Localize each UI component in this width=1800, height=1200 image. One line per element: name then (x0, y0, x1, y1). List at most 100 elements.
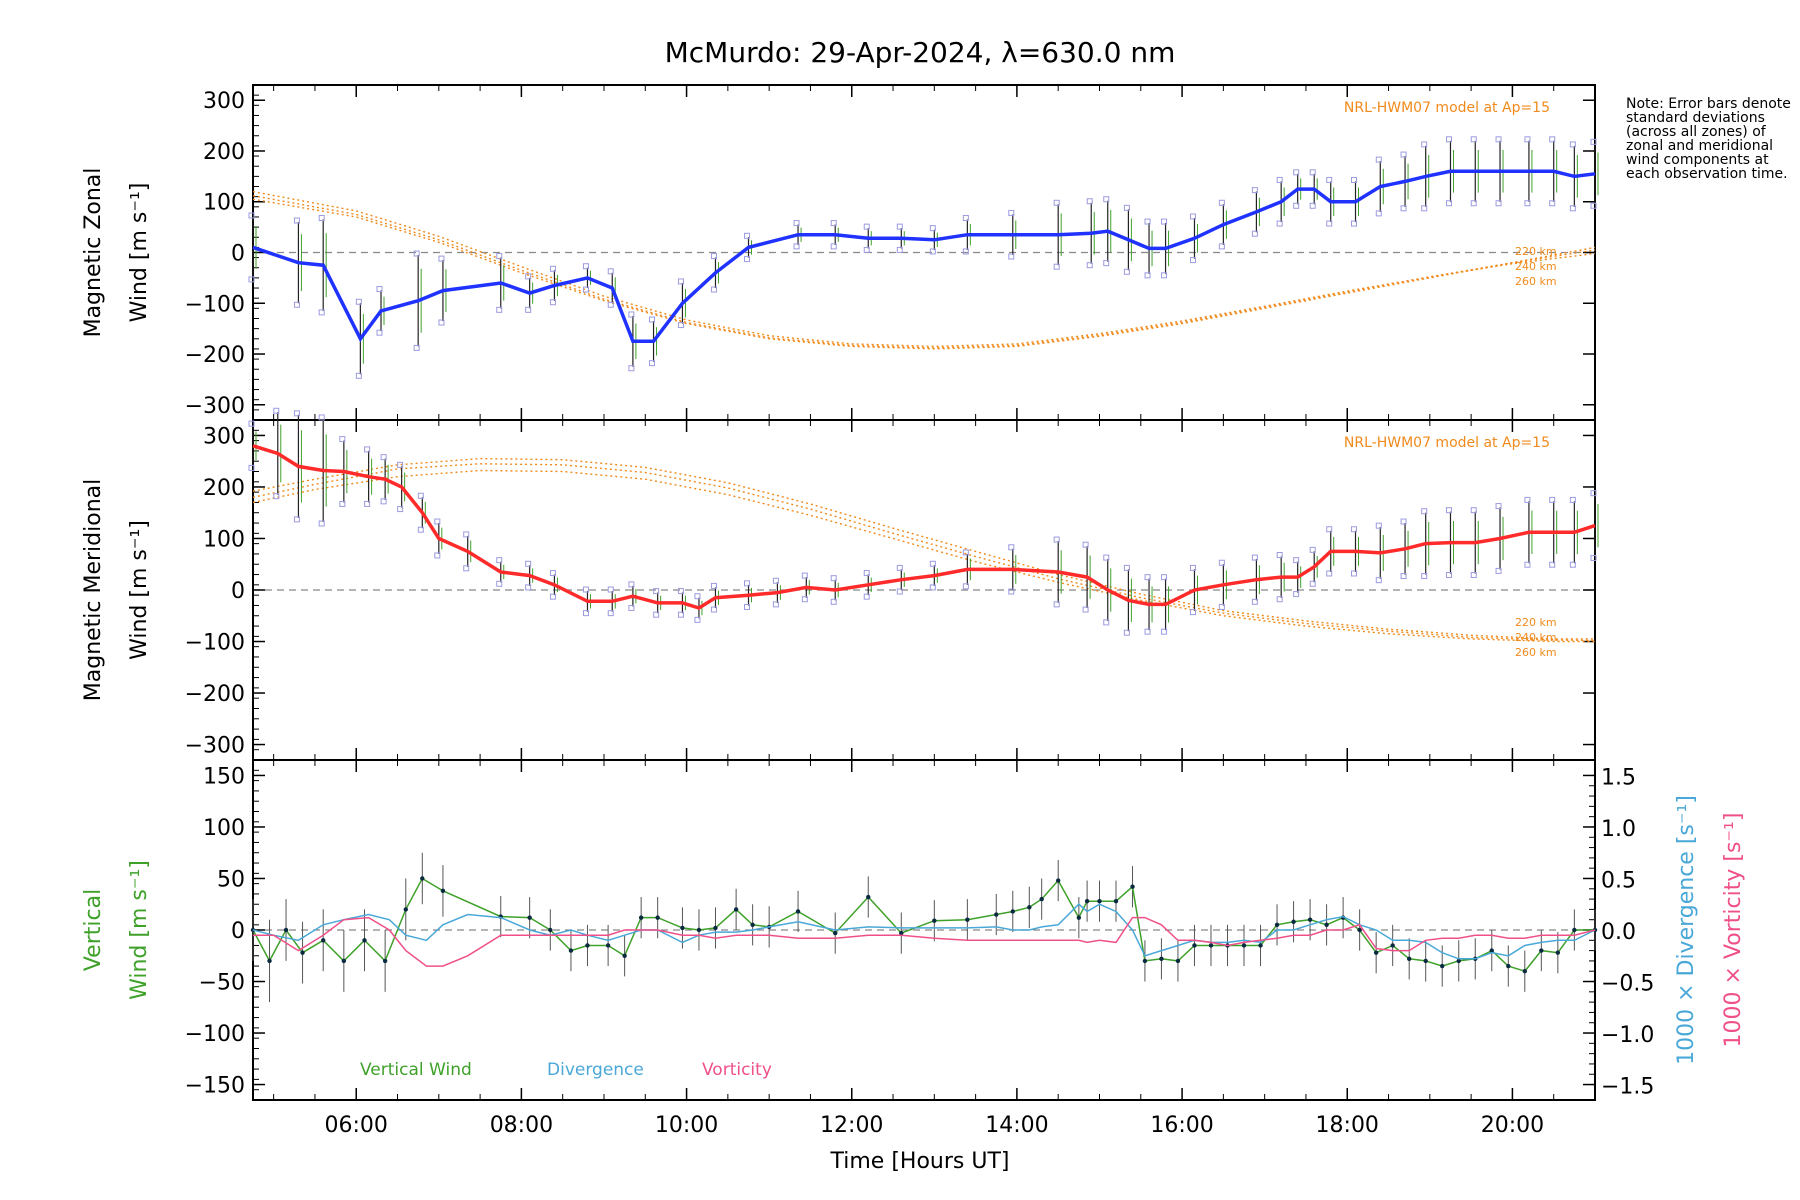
vertical-wind-point (527, 915, 532, 920)
vertical-wind-point (1159, 956, 1164, 962)
vertical-wind-point (1489, 948, 1494, 953)
y-tick-label: 100 (203, 527, 245, 552)
vertical-wind-point (696, 927, 702, 933)
zone-sample (1008, 253, 1015, 260)
zone-sample (1161, 272, 1168, 279)
zone-sample (1495, 567, 1502, 574)
zone-sample (293, 301, 300, 308)
zone-sample (582, 263, 589, 270)
right-axis-label-divergence: 1000 × Divergence [s⁻¹] (1674, 795, 1699, 1065)
zone-sample (1375, 522, 1382, 529)
vertical-wind-point (733, 907, 739, 912)
zone-sample (434, 518, 441, 525)
model-curve-260-km (252, 457, 1595, 640)
zone-sample (793, 243, 800, 250)
zone-sample (1351, 220, 1358, 227)
zone-sample (463, 565, 470, 572)
x-tick-label: 18:00 (1316, 1113, 1379, 1138)
zone-sample (710, 253, 717, 260)
zone-sample (929, 560, 936, 567)
error-bar-note: Note: Error bars denote standard deviati… (1626, 96, 1791, 182)
zone-sample (1495, 136, 1502, 143)
y-tick-label: 200 (203, 476, 245, 501)
zone-sample (1470, 572, 1477, 579)
vertical-wind-point (283, 927, 289, 933)
zone-sample (355, 298, 362, 305)
vertical-wind-point (1241, 943, 1247, 948)
zone-sample (1189, 213, 1196, 220)
zone-sample (248, 212, 255, 219)
zone-sample (863, 223, 870, 230)
vertical-wind-point (1373, 950, 1379, 955)
vertical-wind-point (1130, 884, 1135, 889)
vertical-wind-point (655, 915, 660, 920)
y-axis-label-line1: Vertical (81, 889, 106, 971)
zone-sample (413, 250, 420, 257)
y-tick-label: 300 (203, 89, 245, 114)
zone-sample (434, 552, 441, 559)
zone-sample (1421, 573, 1428, 580)
altitude-label: 220 km (1515, 245, 1557, 258)
vertical-wind-point (300, 950, 305, 955)
zone-sample (273, 493, 280, 500)
legend-vorticity: Vorticity (702, 1060, 772, 1080)
zone-sample (653, 611, 660, 618)
zone-sample (1524, 496, 1531, 503)
zone-sample (549, 299, 556, 306)
legend-vertical-wind: Vertical Wind (360, 1060, 472, 1080)
zone-sample (1309, 202, 1316, 209)
zone-sample (355, 372, 362, 379)
altitude-label: 220 km (1515, 616, 1557, 629)
zone-sample (293, 516, 300, 523)
zone-sample (1189, 564, 1196, 571)
zone-sample (1375, 156, 1382, 163)
zone-sample (1218, 243, 1225, 250)
zone-sample (364, 446, 371, 453)
zone-sample (496, 253, 503, 260)
zone-sample (1309, 580, 1316, 587)
model-curve-260-km (252, 190, 1596, 348)
zone-sample (772, 577, 779, 584)
y-tick-label: −150 (185, 1074, 245, 1099)
zone-sample (1445, 507, 1452, 514)
vertical-wind-point (548, 927, 553, 933)
zone-sample (1375, 210, 1382, 217)
zone-sample (1375, 577, 1382, 584)
x-tick-label: 06:00 (325, 1113, 388, 1138)
zone-sample (1218, 559, 1225, 566)
y-tick-label: 100 (203, 816, 245, 841)
zone-sample (1103, 619, 1110, 626)
zone-sample (1082, 541, 1089, 548)
zone-sample (293, 410, 300, 417)
x-tick-label: 16:00 (1150, 1113, 1213, 1138)
zone-sample (830, 220, 837, 227)
zone-sample (463, 531, 470, 538)
zone-sample (801, 596, 808, 603)
vertical-wind-point (568, 948, 574, 953)
zone-sample (801, 572, 808, 579)
vertical-wind-point (833, 930, 838, 936)
vertical-wind-point (622, 953, 627, 958)
model-curve-240-km (252, 195, 1596, 349)
vertical-wind-point (382, 958, 388, 964)
zone-sample (248, 464, 255, 471)
zone-sample (1276, 552, 1283, 559)
zone-sample (1276, 176, 1283, 183)
legend-divergence: Divergence (547, 1060, 644, 1080)
vertical-wind-point (1555, 950, 1561, 955)
vertical-wind-point (1307, 917, 1313, 922)
zone-sample (1086, 262, 1093, 269)
y-axis-label-line2: Wind [m s⁻¹] (127, 860, 152, 1000)
x-tick-label: 14:00 (985, 1113, 1048, 1138)
zone-sample (376, 329, 383, 336)
zone-sample (607, 301, 614, 308)
zone-sample (929, 248, 936, 255)
zone-sample (397, 506, 404, 513)
zone-sample (525, 560, 532, 567)
altitude-label: 260 km (1515, 275, 1557, 288)
x-tick-label: 08:00 (490, 1113, 553, 1138)
zone-sample (339, 436, 346, 443)
zone-sample (318, 414, 325, 421)
vertical-wind-point (440, 888, 446, 894)
